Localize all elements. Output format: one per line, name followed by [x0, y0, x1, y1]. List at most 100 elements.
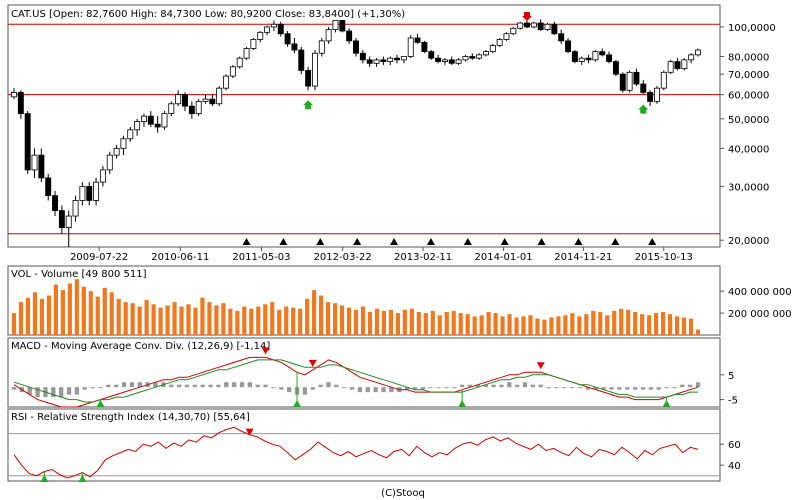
candle-body [571, 51, 578, 62]
volume-bar [654, 313, 659, 335]
candle-body [127, 129, 134, 140]
price-x-tick-label: 2015-10-13 [635, 252, 693, 263]
candle-body [216, 87, 223, 105]
macd-histogram-bar [239, 382, 245, 388]
macd-histogram-bar [695, 382, 701, 388]
macd-histogram-bar [452, 387, 457, 389]
candle-body [140, 115, 147, 122]
candle-body [311, 52, 318, 87]
macd-histogram-bar [365, 387, 370, 393]
volume-bar [228, 308, 233, 335]
macd-histogram-bar [640, 387, 646, 390]
price-y-tick-label: 60,0000 [728, 91, 769, 102]
volume-bar [353, 309, 359, 335]
macd-histogram-bar [342, 387, 347, 389]
candle-body [435, 57, 442, 62]
candle-body [339, 20, 346, 32]
volume-y-tick-label: 400 000 000 [728, 287, 792, 298]
volume-bar [312, 290, 317, 335]
candle-body [373, 59, 380, 64]
candle-body [298, 49, 305, 71]
volume-bar [430, 310, 435, 335]
candle-body [503, 33, 510, 40]
signal-triangle [353, 238, 362, 245]
candle-body [113, 147, 120, 156]
buy-signal-arrow [638, 104, 649, 114]
price-panel: 20,0000 30,0000 40,0000 50,0000 60,0000 70,00… [7, 4, 776, 263]
candle-body [305, 70, 312, 87]
volume-bar [74, 279, 79, 335]
volume-bar [570, 313, 575, 335]
volume-bar [11, 313, 17, 335]
candle-body [633, 71, 640, 85]
buy-signal-arrow [303, 100, 314, 110]
macd-histogram-bar [287, 387, 292, 393]
candle-body [161, 113, 168, 128]
volume-bar [81, 286, 86, 335]
macd-histogram-bar [90, 387, 95, 389]
macd-signal-line [13, 359, 698, 403]
rsi-y-tick-label: 60 [728, 440, 741, 451]
macd-panel: MACD - Moving Average Conv. Div. (12,26,… [7, 337, 738, 408]
macd-histogram-bar [389, 387, 394, 393]
macd-histogram-bar [601, 387, 606, 390]
volume-bar [619, 308, 624, 335]
volume-bar [549, 317, 554, 335]
price-y-tick-label: 30,0000 [728, 182, 769, 193]
macd-histogram-bar [483, 384, 488, 388]
volume-bar [367, 311, 373, 335]
macd-title: MACD - Moving Average Conv. Div. (12,26,… [11, 341, 270, 352]
candle-body [106, 154, 113, 171]
macd-histogram-bar [538, 384, 543, 388]
volume-bar [165, 305, 170, 335]
volume-bar [681, 317, 687, 335]
macd-histogram-bar [184, 384, 190, 388]
candle-body [626, 71, 633, 91]
signal-triangle [279, 238, 288, 245]
candle-body [558, 33, 565, 42]
volume-bar [695, 329, 701, 335]
volume-bar [325, 302, 331, 335]
volume-bar [521, 316, 526, 335]
candle-body [99, 169, 106, 183]
volume-bar [46, 295, 51, 335]
macd-histogram-bar [216, 384, 221, 388]
macd-histogram-bar [192, 384, 197, 388]
candle-body [462, 56, 469, 61]
macd-histogram-bar [302, 387, 308, 395]
volume-bar [416, 311, 421, 335]
macd-histogram-bar [577, 387, 583, 389]
volume-bar [605, 315, 610, 335]
candle-body [175, 94, 182, 105]
candle-body [38, 154, 45, 179]
volume-bar [305, 298, 310, 335]
candle-body [489, 44, 496, 53]
volume-bar [291, 307, 296, 335]
macd-histogram-bar [687, 384, 693, 388]
candle-body [58, 210, 65, 228]
candle-body [11, 92, 17, 98]
signal-triangle [611, 238, 620, 245]
macd-histogram-bar [35, 387, 40, 398]
macd-histogram-bar [27, 387, 32, 395]
macd-histogram-bar [169, 384, 174, 388]
candle-body [387, 57, 394, 62]
candle-body [45, 177, 52, 197]
volume-bar [423, 313, 428, 335]
volume-bar [151, 304, 156, 335]
volume-bar [137, 306, 142, 335]
volume-bar [661, 311, 666, 335]
macd-histogram-bar [247, 382, 253, 388]
macd-histogram-bar [255, 384, 260, 388]
volume-bar [444, 311, 449, 335]
signal-triangle [648, 238, 657, 245]
candle-body [653, 87, 660, 102]
macd-histogram-bar [59, 387, 64, 398]
volume-bar [591, 310, 596, 335]
rsi-line [13, 426, 699, 479]
volume-bar [479, 315, 484, 335]
macd-frame [7, 337, 721, 408]
price-x-tick-label: 2014-01-01 [474, 252, 532, 263]
volume-bar [95, 296, 100, 335]
candle-body [188, 105, 195, 114]
